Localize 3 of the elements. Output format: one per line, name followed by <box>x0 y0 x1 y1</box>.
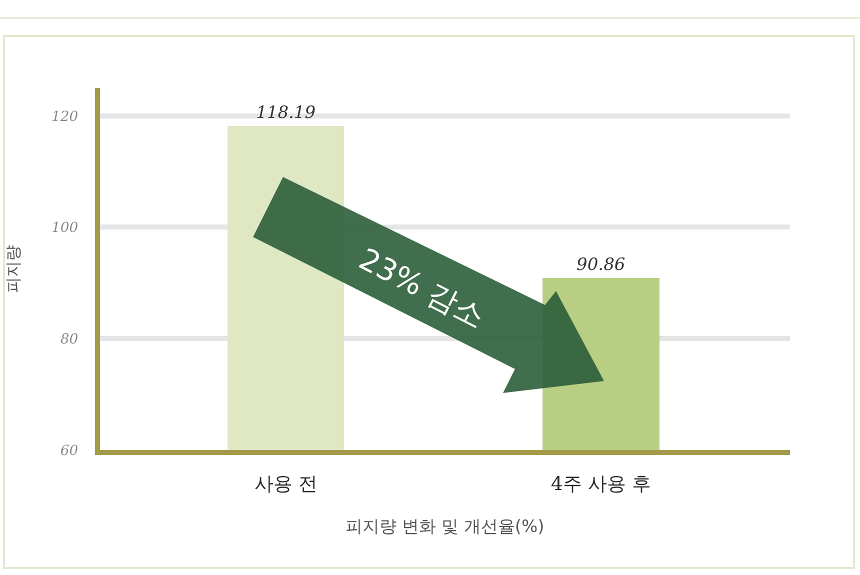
y-tick-label: 100 <box>51 220 78 236</box>
y-tick-label: 120 <box>51 108 78 125</box>
data-label: 118.19 <box>256 102 316 123</box>
